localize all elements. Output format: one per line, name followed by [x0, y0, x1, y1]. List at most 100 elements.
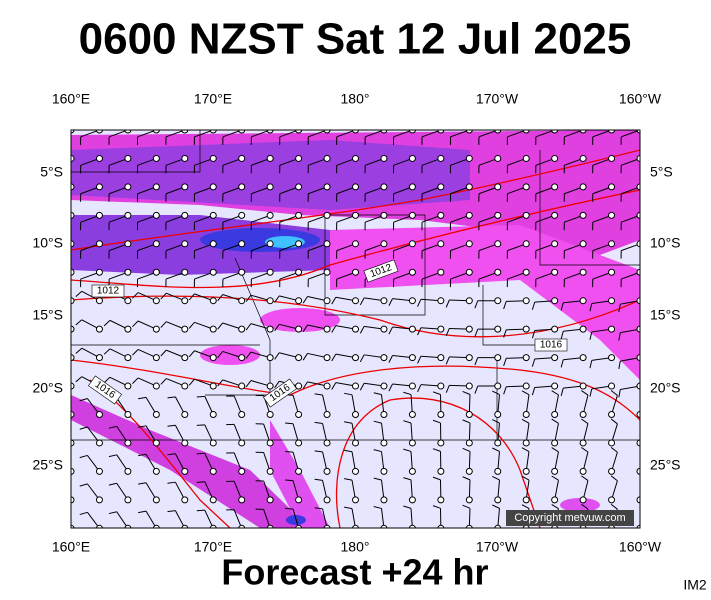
lon-label: 170°W	[476, 91, 519, 107]
isobar-label: 1012	[91, 284, 125, 298]
station	[323, 211, 331, 219]
station	[636, 467, 640, 475]
station	[437, 211, 445, 219]
station	[380, 354, 388, 362]
barb-flag	[314, 450, 323, 453]
station	[579, 130, 587, 134]
isobar-label-box	[88, 375, 122, 405]
station	[579, 325, 587, 333]
station	[71, 496, 75, 504]
station	[295, 268, 303, 276]
barb-flag	[492, 419, 500, 424]
barb-flag	[610, 446, 618, 453]
station	[266, 268, 274, 276]
barb-flag	[108, 482, 117, 486]
station	[494, 325, 502, 333]
station	[266, 411, 274, 418]
station	[608, 268, 616, 276]
station	[551, 325, 559, 333]
station	[124, 130, 132, 134]
station	[522, 268, 530, 276]
station	[551, 354, 559, 362]
barb-flag	[79, 483, 88, 487]
barb-shaft	[71, 442, 72, 443]
station	[71, 154, 75, 162]
barb-flag	[138, 453, 147, 457]
station	[380, 325, 388, 333]
barb-shaft	[71, 130, 72, 131]
station	[465, 496, 473, 504]
station	[465, 211, 473, 219]
lat-label: 5°S	[650, 164, 673, 180]
station	[522, 382, 530, 390]
barb-flag	[521, 418, 530, 424]
barb-flag	[359, 383, 365, 391]
barb-shaft	[71, 357, 72, 358]
barb-flag	[551, 390, 559, 396]
barb-shaft	[639, 526, 640, 528]
barb-flag	[167, 510, 176, 513]
station	[437, 411, 445, 418]
station	[95, 154, 103, 162]
station	[465, 382, 473, 390]
station	[494, 183, 502, 191]
barb-shaft	[71, 215, 72, 216]
station	[579, 354, 587, 362]
barb-flag	[417, 355, 422, 364]
barb-shaft	[639, 498, 640, 500]
station	[408, 211, 416, 219]
station	[465, 354, 473, 362]
barb-flag	[445, 385, 450, 393]
barb-flag	[132, 320, 139, 328]
station	[408, 354, 416, 362]
station	[152, 211, 160, 219]
station	[352, 524, 359, 528]
barb-flag	[302, 353, 308, 361]
station	[266, 354, 274, 362]
station	[551, 211, 559, 219]
station	[352, 382, 359, 390]
barb-flag	[503, 301, 507, 310]
barb-flag	[531, 301, 536, 310]
station	[181, 354, 189, 362]
barb-flag	[302, 381, 308, 389]
station	[551, 183, 559, 191]
station	[494, 411, 502, 418]
barb-flag	[581, 475, 589, 481]
station	[494, 382, 502, 390]
isobar-label-box	[263, 378, 297, 408]
lon-label: 160°E	[52, 91, 90, 107]
station	[95, 130, 103, 134]
barb-flag	[344, 449, 353, 453]
station	[295, 154, 303, 162]
barb-flag	[531, 387, 536, 396]
station	[352, 154, 359, 162]
barb-flag	[331, 296, 337, 305]
station	[579, 467, 587, 475]
station	[181, 211, 189, 219]
barb-flag	[589, 360, 593, 369]
title: 0600 NZST Sat 12 Jul 2025	[79, 15, 632, 64]
barb-flag	[373, 420, 382, 424]
copyright-box	[506, 510, 634, 526]
station	[95, 268, 103, 276]
barb-flag	[160, 292, 167, 300]
station	[437, 325, 445, 333]
station	[295, 496, 303, 504]
station	[352, 325, 359, 333]
barb-flag	[641, 447, 647, 452]
station	[522, 211, 530, 219]
barb-shaft	[71, 527, 72, 528]
station	[551, 382, 559, 390]
station	[636, 354, 640, 362]
barb-flag	[285, 422, 294, 425]
station	[608, 240, 616, 248]
station	[209, 524, 217, 528]
lat-label: 10°S	[650, 235, 681, 251]
station	[437, 268, 445, 276]
barb-flag	[75, 347, 83, 354]
station	[437, 183, 445, 191]
barb-shaft	[639, 469, 640, 472]
barb-flag	[474, 328, 479, 337]
barb-flag	[474, 385, 479, 394]
